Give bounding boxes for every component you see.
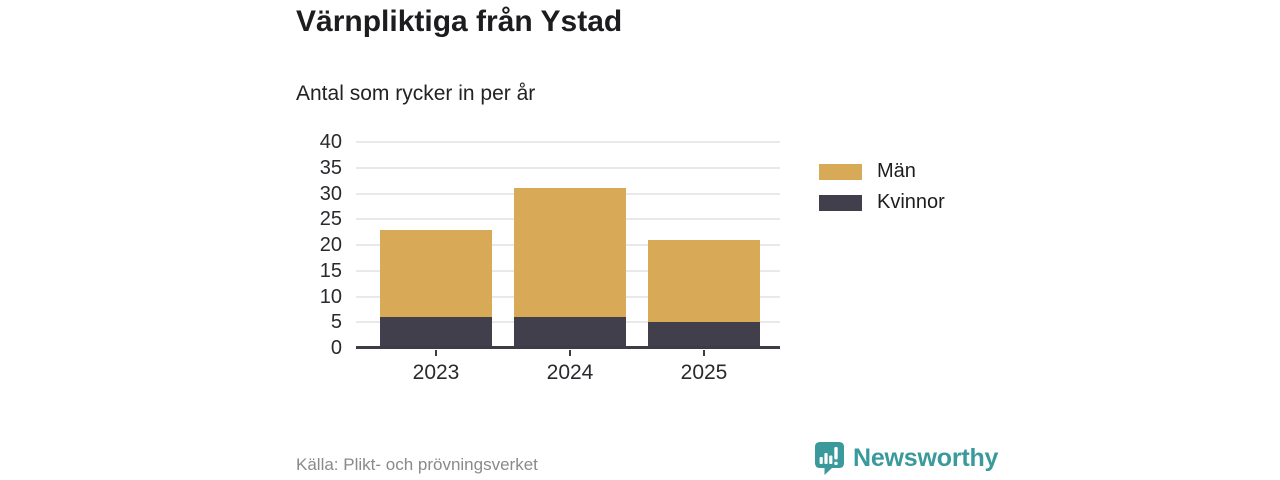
legend-label-man: Män bbox=[877, 160, 916, 182]
bar-segment bbox=[648, 322, 760, 348]
newsworthy-logo-icon bbox=[815, 442, 844, 475]
chart-title: Värnpliktiga från Ystad bbox=[296, 5, 623, 38]
brand-name: Newsworthy bbox=[853, 444, 999, 472]
gridline bbox=[356, 166, 780, 169]
bar-segment bbox=[648, 239, 760, 323]
bar-segment bbox=[514, 188, 626, 318]
x-axis-tick-label: 2023 bbox=[412, 361, 460, 384]
y-axis-tick-label: 25 bbox=[319, 208, 342, 231]
y-axis-tick-label: 20 bbox=[319, 234, 342, 256]
legend-swatch-man bbox=[819, 163, 862, 180]
y-axis-tick-label: 30 bbox=[319, 182, 342, 205]
plot-area: 0 5 10 15 20 25 30 35 40 2023 2024 2025 bbox=[320, 132, 780, 384]
x-axis-tick bbox=[703, 350, 705, 356]
legend-item-kvinnor: Kvinnor bbox=[819, 191, 945, 213]
y-axis-tick-label: 0 bbox=[330, 337, 342, 359]
legend-item-man: Män bbox=[819, 160, 945, 182]
legend-swatch-kvinnor bbox=[819, 194, 862, 211]
chart-subtitle: Antal som rycker in per år bbox=[296, 82, 536, 105]
newsworthy-brand-link[interactable]: Newsworthy bbox=[815, 442, 998, 475]
y-axis-tick-label: 35 bbox=[319, 156, 342, 179]
legend: Män Kvinnor bbox=[819, 160, 945, 224]
y-axis-tick-label: 10 bbox=[319, 285, 342, 308]
x-axis-line bbox=[356, 346, 780, 349]
bar-segment bbox=[380, 229, 492, 318]
x-axis-tick bbox=[569, 350, 571, 356]
legend-label-kvinnor: Kvinnor bbox=[877, 191, 945, 213]
y-axis-tick-label: 5 bbox=[330, 311, 342, 334]
y-axis-tick-label: 40 bbox=[319, 131, 342, 153]
bar-segment bbox=[380, 317, 492, 348]
bar-segment bbox=[514, 317, 626, 348]
gridline bbox=[356, 141, 780, 143]
x-axis-tick-label: 2025 bbox=[680, 361, 728, 384]
x-axis-tick-label: 2024 bbox=[546, 361, 594, 384]
y-axis-tick-label: 15 bbox=[319, 259, 342, 282]
x-axis-tick bbox=[435, 350, 437, 356]
source-caption: Källa: Plikt- och prövningsverket bbox=[296, 455, 538, 474]
